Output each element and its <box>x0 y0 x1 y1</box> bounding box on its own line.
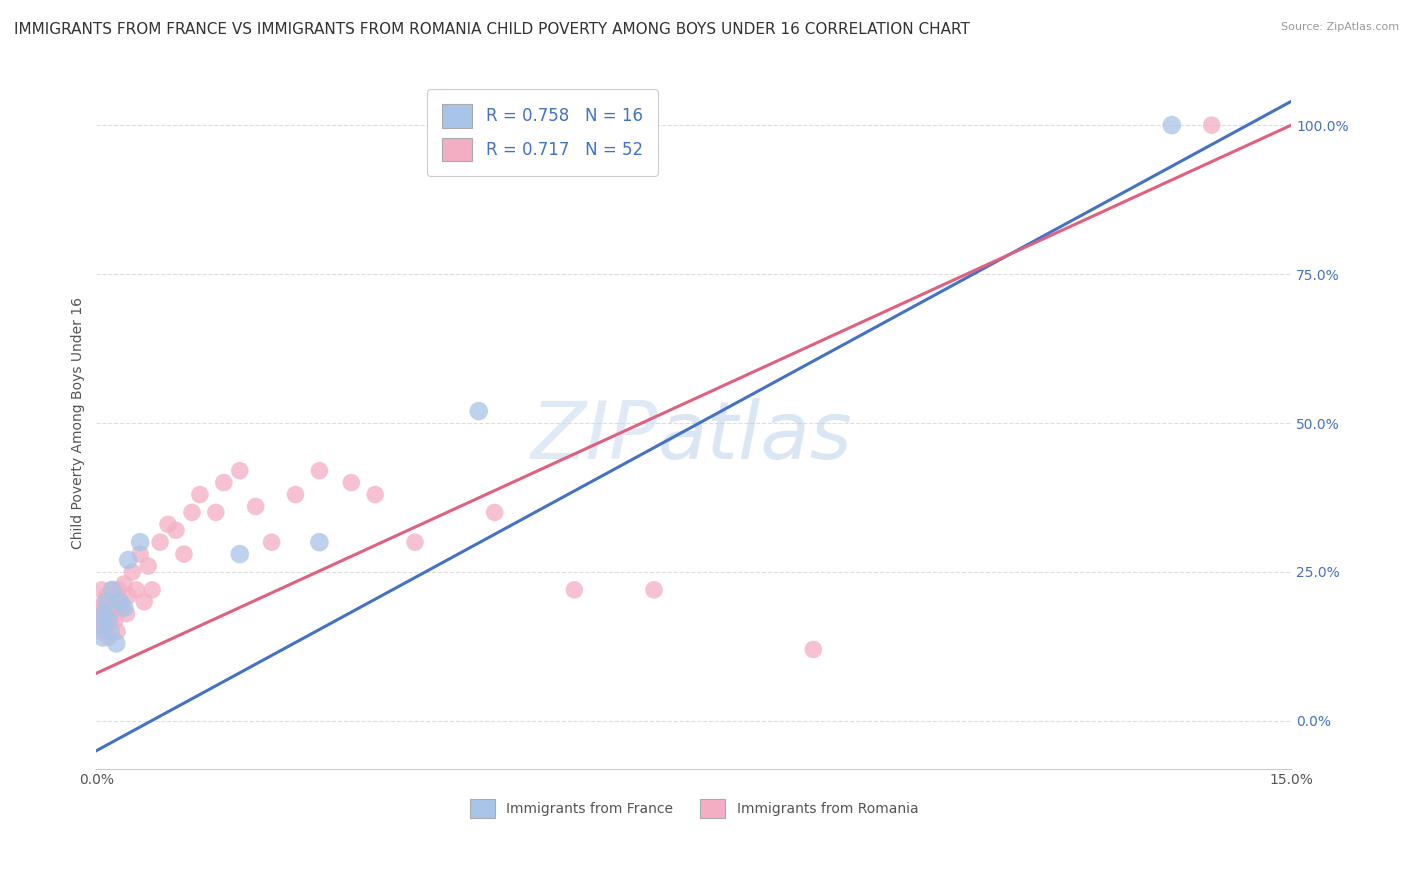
Point <box>188 487 211 501</box>
Point <box>115 607 138 621</box>
Point <box>129 547 152 561</box>
Point <box>93 618 115 632</box>
Point <box>117 553 139 567</box>
Point <box>101 582 124 597</box>
Point <box>90 624 112 639</box>
Point <box>110 595 132 609</box>
Point <box>562 582 585 597</box>
Point <box>111 600 134 615</box>
Text: atlas: atlas <box>658 398 853 475</box>
Legend: Immigrants from France, Immigrants from Romania: Immigrants from France, Immigrants from … <box>464 793 924 824</box>
Point <box>96 618 118 632</box>
Point <box>96 595 118 609</box>
Text: IMMIGRANTS FROM FRANCE VS IMMIGRANTS FROM ROMANIA CHILD POVERTY AMONG BOYS UNDER: IMMIGRANTS FROM FRANCE VS IMMIGRANTS FRO… <box>14 22 970 37</box>
Point <box>112 600 135 615</box>
Point <box>101 582 124 597</box>
Point <box>96 589 118 603</box>
Point <box>1160 118 1182 132</box>
Point <box>141 582 163 597</box>
Point <box>229 464 252 478</box>
Point <box>107 582 129 597</box>
Point <box>181 505 204 519</box>
Text: Source: ZipAtlas.com: Source: ZipAtlas.com <box>1281 22 1399 32</box>
Point <box>91 600 114 615</box>
Point <box>93 607 115 621</box>
Point <box>136 559 159 574</box>
Point <box>104 613 127 627</box>
Point <box>468 404 491 418</box>
Point <box>125 582 148 597</box>
Point <box>91 631 114 645</box>
Point <box>205 505 228 519</box>
Point <box>87 607 110 621</box>
Point <box>643 582 665 597</box>
Point <box>94 613 117 627</box>
Point <box>103 600 125 615</box>
Point <box>89 618 111 632</box>
Point <box>149 535 172 549</box>
Point <box>308 535 330 549</box>
Point <box>100 613 122 627</box>
Text: ZIP: ZIP <box>530 398 658 475</box>
Point <box>1201 118 1223 132</box>
Point <box>340 475 363 490</box>
Point <box>94 607 117 621</box>
Point <box>105 624 128 639</box>
Point <box>110 595 132 609</box>
Point <box>97 613 120 627</box>
Point <box>134 595 156 609</box>
Point <box>801 642 824 657</box>
Point <box>308 464 330 478</box>
Point <box>260 535 283 549</box>
Point <box>484 505 506 519</box>
Point <box>98 595 121 609</box>
Y-axis label: Child Poverty Among Boys Under 16: Child Poverty Among Boys Under 16 <box>72 297 86 549</box>
Point <box>97 631 120 645</box>
Point <box>284 487 307 501</box>
Point <box>364 487 387 501</box>
Point <box>90 582 112 597</box>
Point <box>404 535 426 549</box>
Point <box>98 607 121 621</box>
Point <box>212 475 235 490</box>
Point <box>157 517 180 532</box>
Point <box>89 613 111 627</box>
Point <box>129 535 152 549</box>
Point <box>229 547 252 561</box>
Point <box>112 577 135 591</box>
Point <box>93 595 115 609</box>
Point <box>105 636 128 650</box>
Point <box>117 589 139 603</box>
Point <box>121 565 143 579</box>
Point <box>165 523 187 537</box>
Point <box>100 624 122 639</box>
Point <box>245 500 267 514</box>
Point <box>173 547 195 561</box>
